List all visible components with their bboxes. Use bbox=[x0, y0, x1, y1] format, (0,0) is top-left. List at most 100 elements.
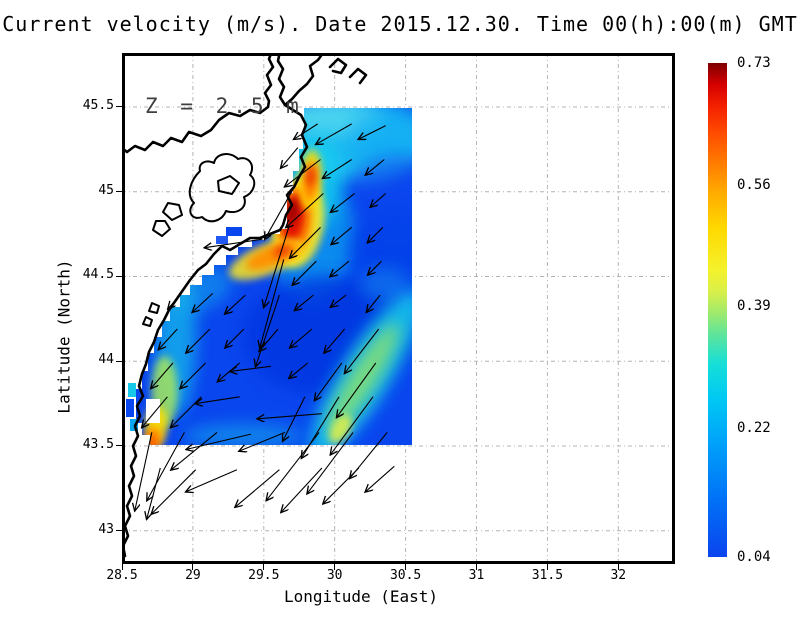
lagoon-outline bbox=[142, 153, 256, 327]
current-vector-arrow bbox=[367, 294, 381, 312]
coastline-liman-east-bank bbox=[276, 53, 368, 107]
x-tick-label: 29 bbox=[185, 568, 201, 583]
current-vector-arrow bbox=[331, 396, 374, 455]
y-axis-label: Latitude (North) bbox=[54, 259, 74, 414]
current-vector-arrow bbox=[265, 188, 295, 239]
x-tick-mark bbox=[546, 564, 548, 570]
current-vector-arrow bbox=[368, 226, 384, 242]
current-vector-arrow bbox=[225, 294, 246, 314]
current-vector-arrow bbox=[239, 431, 286, 451]
current-vector-arrow bbox=[186, 433, 252, 449]
x-tick-label: 30 bbox=[326, 568, 343, 583]
current-vector-arrow bbox=[368, 260, 382, 275]
y-tick-mark bbox=[116, 530, 122, 532]
x-tick-mark bbox=[334, 564, 336, 570]
current-vector-arrow bbox=[135, 432, 153, 510]
current-vector-arrow bbox=[192, 292, 214, 312]
field-step-cells bbox=[126, 227, 242, 431]
current-vector-arrow bbox=[256, 294, 280, 366]
colorbar-tick-label: 0.04 bbox=[737, 549, 771, 565]
map-plot-area: Z = 2.5 m bbox=[122, 53, 675, 564]
y-tick-mark bbox=[116, 360, 122, 362]
current-vector-arrow bbox=[260, 259, 285, 348]
current-vector-arrow bbox=[281, 147, 299, 168]
colorbar-tick-label: 0.39 bbox=[737, 298, 771, 315]
y-tick-label: 43 bbox=[98, 521, 114, 537]
x-tick-label: 28.5 bbox=[106, 568, 138, 583]
speed-blob bbox=[306, 166, 315, 187]
current-vector-arrow bbox=[147, 467, 161, 519]
current-vector-arrow bbox=[294, 123, 318, 139]
current-vector-arrow bbox=[147, 432, 185, 500]
current-vector-arrow bbox=[151, 362, 174, 389]
current-vector-arrow bbox=[293, 260, 317, 285]
x-tick-label: 30.5 bbox=[389, 568, 422, 583]
vector-arrow-layer bbox=[135, 123, 395, 519]
current-vector-arrow bbox=[345, 328, 380, 373]
current-vector-arrow bbox=[359, 125, 386, 140]
current-vector-arrow bbox=[316, 123, 352, 144]
colorbar-tick-label: 0.56 bbox=[737, 176, 771, 193]
y-tick-label: 45.5 bbox=[82, 97, 114, 113]
x-tick-mark bbox=[121, 564, 123, 570]
current-vector-arrow bbox=[257, 413, 322, 419]
x-tick-mark bbox=[476, 564, 477, 570]
current-vector-arrow bbox=[283, 396, 306, 441]
current-vector-arrow bbox=[366, 159, 385, 175]
current-vector-arrow bbox=[281, 467, 323, 512]
y-tick-label: 43.5 bbox=[82, 436, 114, 452]
current-vector-arrow bbox=[323, 159, 352, 179]
y-tick-label: 44.5 bbox=[82, 267, 114, 283]
x-tick-mark bbox=[192, 564, 194, 570]
y-tick-label: 45 bbox=[98, 182, 114, 198]
current-vector-arrow bbox=[230, 365, 271, 371]
current-vector-arrow bbox=[180, 362, 207, 389]
x-axis-label: Longitude (East) bbox=[283, 587, 439, 606]
x-tick-mark bbox=[405, 564, 407, 570]
y-tick-label: 44 bbox=[98, 352, 114, 368]
depth-annotation: Z = 2.5 m bbox=[145, 94, 304, 118]
current-vector-arrow bbox=[290, 226, 321, 258]
current-vector-arrow bbox=[266, 432, 320, 500]
current-vector-arrow bbox=[289, 362, 309, 378]
current-vector-arrow bbox=[152, 469, 197, 514]
colorbar bbox=[708, 63, 727, 557]
current-vector-arrow bbox=[324, 328, 346, 353]
current-vector-arrow bbox=[205, 238, 263, 248]
coastline-north-shore bbox=[122, 53, 275, 154]
x-tick-label: 31.5 bbox=[531, 568, 564, 583]
current-vector-arrow bbox=[290, 328, 313, 348]
speed-blob bbox=[273, 244, 291, 258]
x-tick-label: 29.5 bbox=[248, 568, 280, 583]
current-vector-arrow bbox=[331, 192, 355, 212]
y-tick-mark bbox=[116, 445, 122, 447]
speed-blob bbox=[328, 414, 352, 444]
current-vector-arrow bbox=[264, 225, 290, 308]
y-tick-mark bbox=[116, 275, 122, 277]
current-vector-arrow bbox=[142, 396, 168, 428]
colorbar-tick-label: 0.22 bbox=[737, 420, 771, 437]
plot-title: Current velocity (m/s). Date 2015.12.30.… bbox=[2, 12, 798, 36]
speed-blob bbox=[359, 266, 410, 303]
current-vector-arrow bbox=[285, 159, 321, 187]
current-vector-arrow bbox=[286, 192, 324, 227]
x-tick-mark bbox=[617, 564, 619, 570]
current-vector-arrow bbox=[365, 465, 395, 492]
current-vector-arrow bbox=[168, 293, 183, 308]
current-vector-arrow bbox=[225, 328, 245, 348]
speed-blob bbox=[349, 108, 412, 165]
current-vector-arrow bbox=[330, 260, 350, 276]
current-vector-arrow bbox=[323, 467, 360, 504]
current-vector-arrow bbox=[331, 226, 353, 244]
current-vector-arrow bbox=[196, 396, 240, 404]
current-vector-arrow bbox=[159, 328, 178, 349]
x-tick-label: 31 bbox=[468, 568, 485, 583]
current-vector-arrow bbox=[307, 432, 354, 493]
x-tick-label: 32 bbox=[610, 568, 627, 583]
current-vector-arrow bbox=[370, 192, 387, 207]
current-vector-arrow bbox=[331, 294, 347, 307]
current-vector-arrow bbox=[186, 469, 238, 492]
current-vector-arrow bbox=[337, 362, 377, 417]
current-vector-arrow bbox=[315, 362, 343, 400]
